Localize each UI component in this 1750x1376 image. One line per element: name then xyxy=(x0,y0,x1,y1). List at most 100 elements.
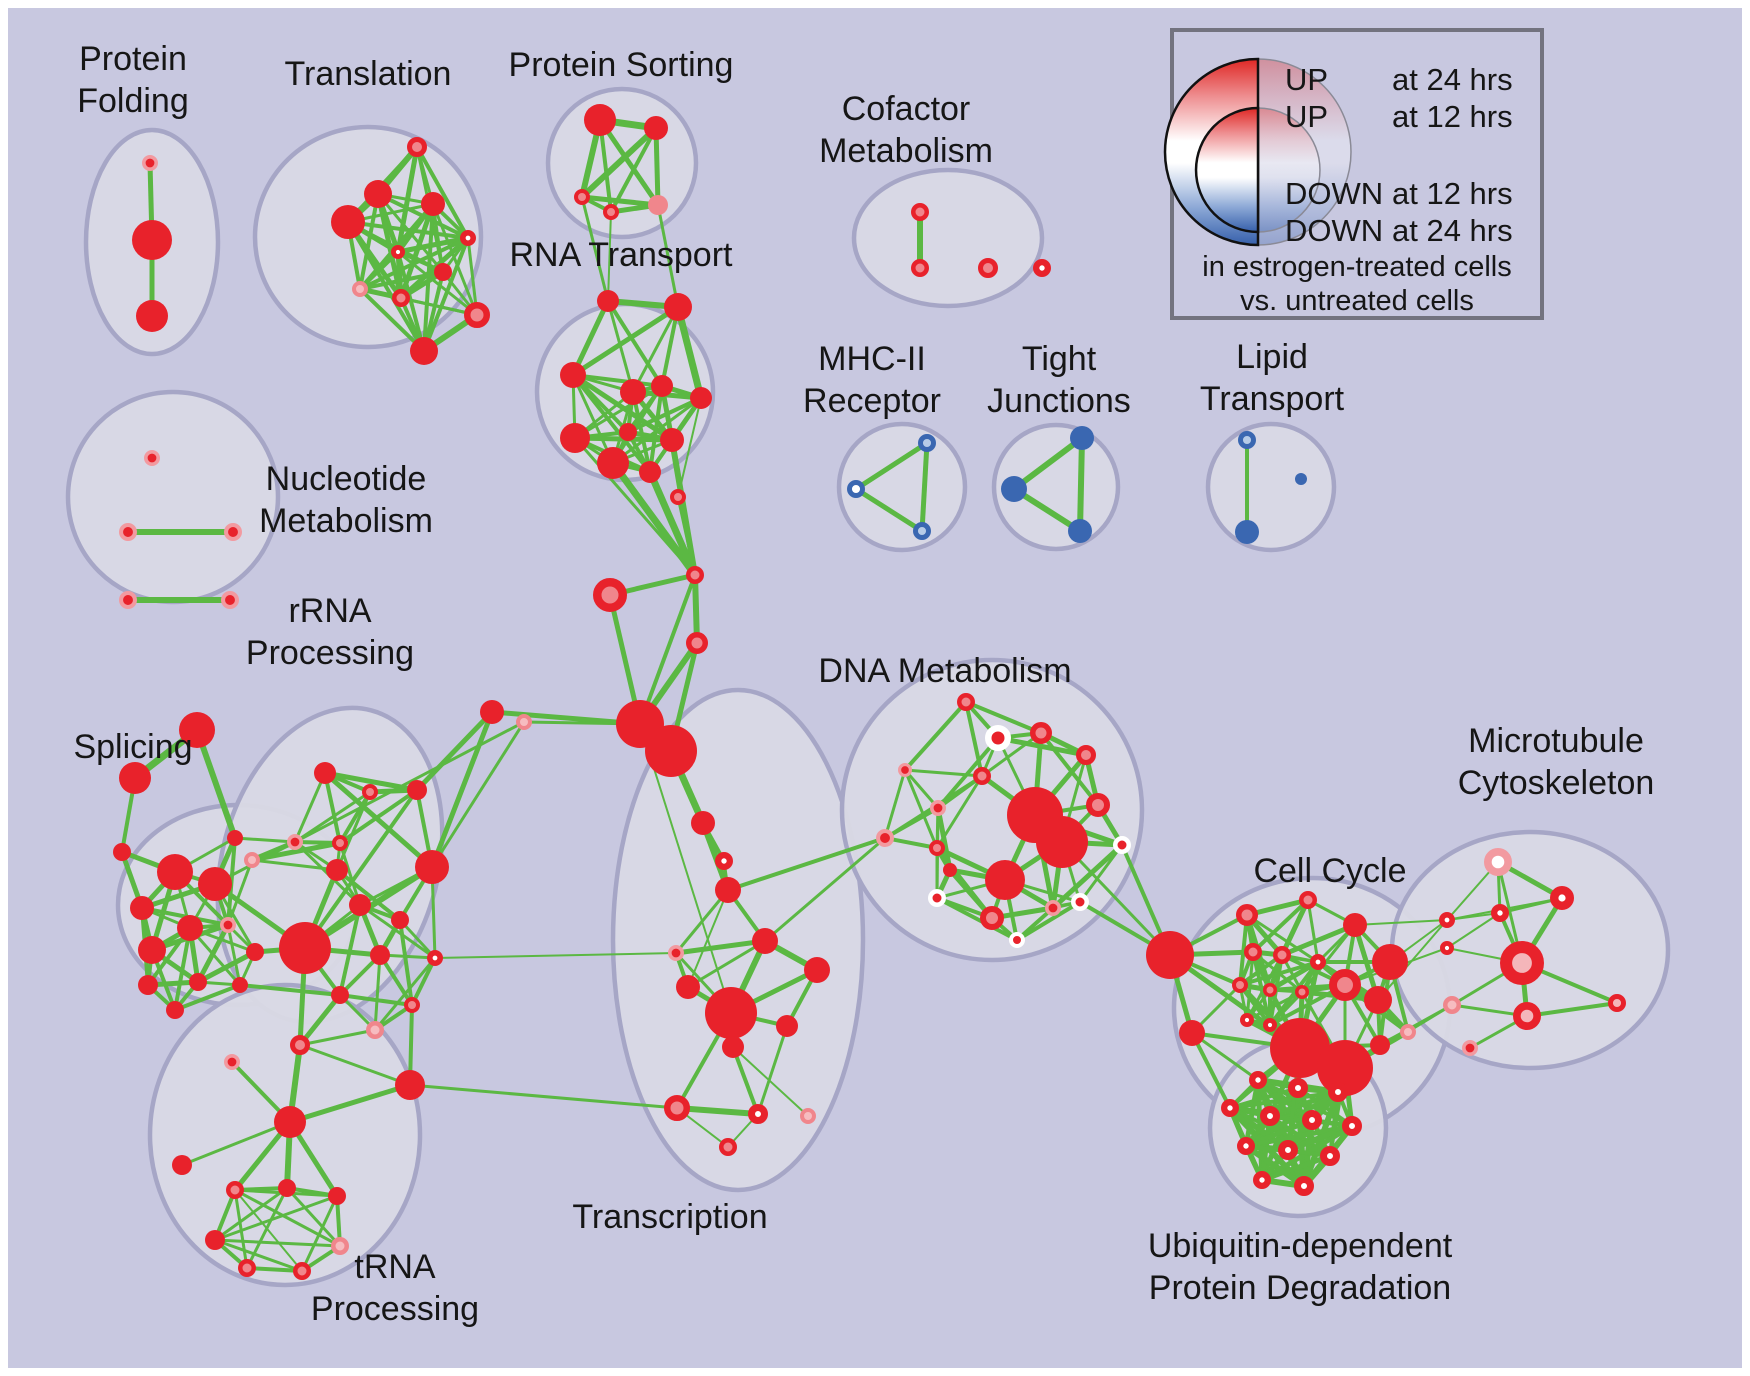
node-rr-15[interactable] xyxy=(366,1021,384,1039)
node-sp-9[interactable] xyxy=(246,943,264,961)
node-tx-4[interactable] xyxy=(804,957,830,983)
node-sp-4[interactable] xyxy=(198,867,232,901)
node-tr-7[interactable] xyxy=(352,281,368,297)
node-rt-3[interactable] xyxy=(620,379,646,405)
node-pf-1[interactable] xyxy=(132,220,172,260)
node-dm-2[interactable] xyxy=(1076,745,1096,765)
node-tn-7[interactable] xyxy=(205,1230,225,1250)
node-pf-0[interactable] xyxy=(142,155,159,172)
node-sp-1[interactable] xyxy=(119,762,151,794)
node-rr-2[interactable] xyxy=(407,780,427,800)
node-bb-6[interactable] xyxy=(715,852,734,871)
node-tx-9[interactable] xyxy=(748,1104,768,1124)
node-cc-14[interactable] xyxy=(1270,1018,1330,1078)
node-dm-6[interactable] xyxy=(1036,816,1088,868)
node-mh-0[interactable] xyxy=(917,434,936,453)
node-rr-6[interactable] xyxy=(326,859,348,881)
node-dm-16[interactable] xyxy=(1009,932,1025,948)
node-cc-13[interactable] xyxy=(1262,1018,1277,1033)
node-cc-4[interactable] xyxy=(1244,943,1262,961)
node-nm-3[interactable] xyxy=(119,591,138,610)
node-rt-7[interactable] xyxy=(619,423,637,441)
node-tn-1[interactable] xyxy=(172,1155,192,1175)
node-sp-6[interactable] xyxy=(177,915,203,941)
node-ub-3[interactable] xyxy=(1221,1099,1240,1118)
node-cc-15[interactable] xyxy=(1317,1040,1373,1096)
node-tn-2[interactable] xyxy=(224,1054,241,1071)
node-dm-17[interactable] xyxy=(943,863,957,877)
node-ub-1[interactable] xyxy=(1288,1078,1308,1098)
node-tx-6[interactable] xyxy=(776,1015,798,1037)
node-ub-6[interactable] xyxy=(1342,1116,1362,1136)
node-tx-0[interactable] xyxy=(715,877,741,903)
node-tx-8[interactable] xyxy=(664,1095,690,1121)
node-ub-11[interactable] xyxy=(1294,1176,1314,1196)
node-nm-4[interactable] xyxy=(220,591,239,610)
node-rt-0[interactable] xyxy=(597,290,619,312)
node-mh-1[interactable] xyxy=(846,480,865,499)
node-cc-16[interactable] xyxy=(1370,1035,1390,1055)
node-rr-4[interactable] xyxy=(332,835,348,851)
node-rr-14[interactable] xyxy=(290,1035,310,1055)
node-rr-8[interactable] xyxy=(279,922,331,974)
node-rt-10[interactable] xyxy=(639,461,661,483)
node-tr-1[interactable] xyxy=(331,205,365,239)
node-mh-2[interactable] xyxy=(912,521,931,540)
node-cf-2[interactable] xyxy=(978,258,998,278)
node-pf-2[interactable] xyxy=(136,300,168,332)
node-sp-5[interactable] xyxy=(130,896,154,920)
node-bb-4[interactable] xyxy=(645,725,697,777)
node-sp-10[interactable] xyxy=(138,975,158,995)
node-rr-0[interactable] xyxy=(314,762,336,784)
node-cc-19[interactable] xyxy=(1372,944,1408,980)
node-rr-11[interactable] xyxy=(370,945,390,965)
node-lt-1[interactable] xyxy=(1235,520,1259,544)
node-ub-2[interactable] xyxy=(1328,1082,1348,1102)
node-ub-4[interactable] xyxy=(1260,1106,1280,1126)
node-dm-1[interactable] xyxy=(1030,722,1052,744)
node-sp-7[interactable] xyxy=(220,916,237,933)
node-tn-4[interactable] xyxy=(226,1181,244,1199)
node-dm-14[interactable] xyxy=(1045,899,1062,916)
node-tx-11[interactable] xyxy=(719,1138,737,1156)
node-tr-9[interactable] xyxy=(464,302,490,328)
node-mt-5[interactable] xyxy=(1500,940,1545,985)
node-sp-0[interactable] xyxy=(179,712,215,748)
node-cc-3[interactable] xyxy=(1343,913,1367,937)
node-lt-2[interactable] xyxy=(1295,473,1307,485)
node-dm-18[interactable] xyxy=(898,763,913,778)
node-mt-0[interactable] xyxy=(1483,847,1512,876)
node-tn-5[interactable] xyxy=(278,1179,296,1197)
node-bb-1[interactable] xyxy=(593,578,627,612)
node-bb-8[interactable] xyxy=(516,714,532,730)
node-ub-0[interactable] xyxy=(1249,1071,1268,1090)
node-mt-9[interactable] xyxy=(1462,1040,1479,1057)
node-tx-7[interactable] xyxy=(722,1036,744,1058)
node-ps-4[interactable] xyxy=(648,195,668,215)
node-tn-8[interactable] xyxy=(331,1237,349,1255)
node-rr-10[interactable] xyxy=(391,911,409,929)
node-rt-5[interactable] xyxy=(690,387,712,409)
node-tn-6[interactable] xyxy=(328,1187,346,1205)
node-rr-3[interactable] xyxy=(286,833,303,850)
node-rr-7[interactable] xyxy=(415,850,449,884)
node-tn-9[interactable] xyxy=(238,1259,256,1277)
node-tn-10[interactable] xyxy=(293,1262,311,1280)
node-sp-14[interactable] xyxy=(113,843,131,861)
node-tr-3[interactable] xyxy=(421,192,445,216)
node-lt-0[interactable] xyxy=(1237,431,1256,450)
node-tx-1[interactable] xyxy=(667,944,684,961)
node-dm-3[interactable] xyxy=(973,767,991,785)
node-tr-2[interactable] xyxy=(364,180,392,208)
node-mt-3[interactable] xyxy=(1439,911,1456,928)
node-ub-5[interactable] xyxy=(1302,1110,1322,1130)
node-rr-12[interactable] xyxy=(426,949,443,966)
node-tn-3[interactable] xyxy=(395,1070,425,1100)
node-bb-9[interactable] xyxy=(670,489,686,505)
node-tn-0[interactable] xyxy=(274,1106,306,1138)
node-mt-8[interactable] xyxy=(1443,996,1461,1014)
node-ps-2[interactable] xyxy=(574,189,590,205)
node-cc-6[interactable] xyxy=(1310,953,1327,970)
node-bb-0[interactable] xyxy=(686,566,704,584)
node-cc-17[interactable] xyxy=(1400,1024,1416,1040)
